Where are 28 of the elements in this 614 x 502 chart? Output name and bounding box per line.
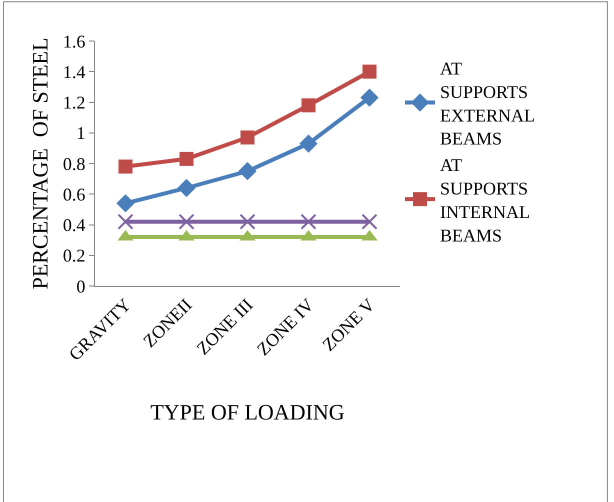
point — [116, 194, 135, 212]
legend-label: AT SUPPORTS EXTERNAL BEAMS — [440, 58, 535, 149]
y-tick-label: 1.6 — [62, 31, 86, 52]
point — [118, 214, 134, 230]
y-axis-title: PERCENTAGE OF STEEL — [28, 38, 53, 290]
point — [362, 64, 376, 79]
x-axis-title: TYPE OF LOADING — [150, 399, 345, 424]
point — [360, 88, 379, 107]
point — [178, 214, 194, 230]
point — [362, 214, 378, 230]
point — [240, 214, 256, 230]
y-tick-label: 0.6 — [62, 184, 86, 204]
legend-label: AT SUPPORTS INTERNAL BEAMS — [440, 155, 530, 246]
y-tick-label: 1 — [76, 123, 86, 144]
point — [177, 178, 196, 198]
y-tick-label: 1.4 — [62, 62, 86, 82]
y-tick-label: 1.2 — [62, 92, 86, 113]
y-tick-label: 0.8 — [62, 154, 86, 174]
point — [302, 98, 316, 112]
point — [299, 134, 318, 153]
y-tick-label: 0 — [76, 276, 86, 296]
point — [300, 214, 316, 230]
y-tick-label: 0.2 — [62, 246, 86, 266]
point — [118, 160, 132, 174]
y-tick-label: 0.4 — [62, 215, 86, 236]
point — [240, 130, 254, 144]
point — [238, 162, 257, 180]
point — [180, 152, 194, 166]
